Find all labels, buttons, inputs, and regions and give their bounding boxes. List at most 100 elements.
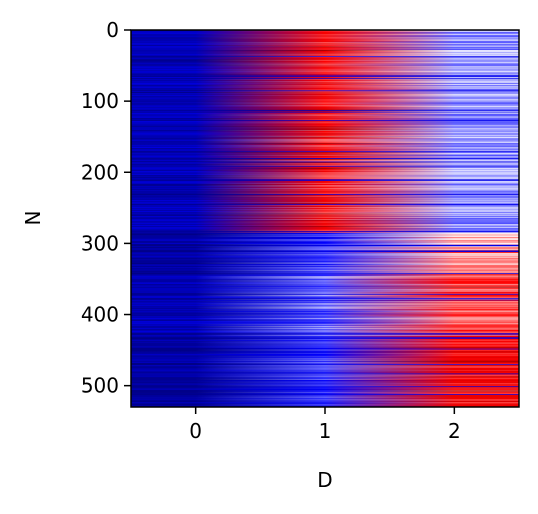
heatmap-row [131, 121, 519, 123]
heatmap-row [131, 382, 519, 384]
heatmap-row [131, 293, 519, 296]
heatmap-row [131, 329, 519, 331]
heatmap-row [131, 274, 519, 276]
heatmap-row [131, 42, 519, 44]
heatmap-row [131, 239, 519, 241]
heatmap-row [131, 360, 519, 362]
heatmap-row [131, 251, 519, 254]
heatmap-row [131, 244, 519, 246]
heatmap-row [131, 231, 519, 233]
heatmap-row [131, 160, 519, 162]
heatmap-row [131, 213, 519, 215]
heatmap-row [131, 112, 519, 114]
heatmap-row [131, 254, 519, 256]
heatmap-row [131, 374, 519, 376]
heatmap-row [131, 362, 519, 365]
heatmap-row [131, 121, 519, 123]
heatmap-row [131, 48, 519, 50]
heatmap-row [131, 102, 519, 104]
heatmap-row [131, 279, 519, 281]
heatmap-row [131, 187, 519, 189]
heatmap-row [131, 129, 519, 131]
heatmap-row [131, 319, 519, 321]
heatmap-row [131, 392, 519, 394]
heatmap-row [131, 292, 519, 294]
heatmap-row [131, 362, 519, 364]
heatmap-row [131, 128, 519, 130]
heatmap-row [131, 79, 519, 81]
heatmap-row [131, 63, 519, 65]
heatmap-row [131, 155, 519, 157]
heatmap-row [131, 321, 519, 323]
heatmap-row [131, 133, 519, 135]
heatmap-row [131, 195, 519, 197]
heatmap-row [131, 391, 519, 393]
heatmap-row [131, 400, 519, 402]
heatmap-row [131, 360, 519, 362]
heatmap-row [131, 89, 519, 91]
heatmap-row [131, 89, 519, 91]
heatmap-row [131, 180, 519, 182]
heatmap-row [131, 131, 519, 133]
heatmap-row [131, 92, 519, 94]
heatmap-row [131, 32, 519, 34]
heatmap-row [131, 365, 519, 367]
heatmap-row [131, 47, 519, 49]
heatmap-row [131, 86, 519, 89]
heatmap-row [131, 140, 519, 143]
heatmap-row [131, 74, 519, 76]
heatmap-row [131, 163, 519, 165]
heatmap-row [131, 122, 519, 124]
heatmap-row [131, 404, 519, 406]
heatmap-row [131, 178, 519, 180]
heatmap-row [131, 177, 519, 180]
heatmap-row [131, 398, 519, 400]
heatmap-row [131, 259, 519, 261]
heatmap-row [131, 118, 519, 121]
heatmap-row [131, 50, 519, 52]
heatmap-row [131, 39, 519, 42]
heatmap-row [131, 221, 519, 223]
heatmap-row [131, 343, 519, 345]
heatmap-row [131, 97, 519, 99]
heatmap-row [131, 168, 519, 170]
heatmap-row [131, 380, 519, 382]
heatmap-row [131, 256, 519, 259]
heatmap-row [131, 357, 519, 359]
heatmap-row [131, 352, 519, 355]
heatmap-row [131, 339, 519, 341]
heatmap-row [131, 38, 519, 40]
heatmap-row [131, 222, 519, 224]
heatmap-row [131, 197, 519, 199]
heatmap-row [131, 266, 519, 268]
heatmap-row [131, 108, 519, 111]
heatmap-row [131, 376, 519, 378]
heatmap-row [131, 370, 519, 372]
heatmap-row [131, 278, 519, 281]
heatmap-row [131, 269, 519, 271]
heatmap-row [131, 118, 519, 120]
heatmap-row [131, 104, 519, 106]
heatmap-row [131, 36, 519, 38]
heatmap-row [131, 99, 519, 101]
heatmap-row [131, 397, 519, 399]
heatmap-row [131, 291, 519, 293]
heatmap-row [131, 359, 519, 361]
heatmap-row [131, 34, 519, 36]
heatmap-row [131, 232, 519, 234]
heatmap-row [131, 290, 519, 292]
heatmap-row [131, 325, 519, 327]
heatmap-row [131, 207, 519, 209]
heatmap-row [131, 75, 519, 77]
heatmap-row [131, 227, 519, 229]
heatmap-row [131, 301, 519, 303]
heatmap-row [131, 336, 519, 338]
heatmap-row [131, 135, 519, 138]
heatmap-row [131, 123, 519, 125]
heatmap-row [131, 354, 519, 356]
heatmap-row [131, 204, 519, 207]
heatmap-row [131, 399, 519, 401]
heatmap-row [131, 217, 519, 219]
heatmap-row [131, 335, 519, 337]
heatmap-row [131, 387, 519, 389]
